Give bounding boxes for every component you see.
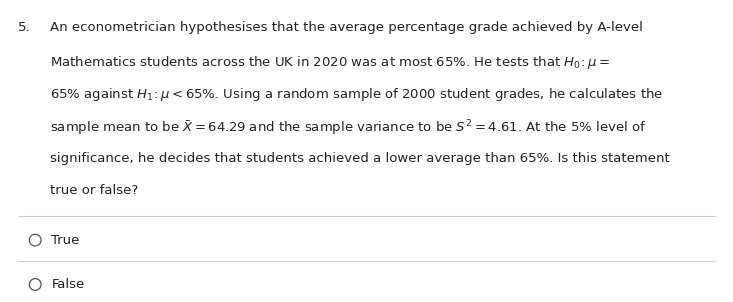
Text: significance, he decides that students achieved a lower average than 65%. Is thi: significance, he decides that students a… xyxy=(50,152,669,165)
Text: 65% against $H_1\!:\mu < 65\%$. Using a random sample of 2000 student grades, he: 65% against $H_1\!:\mu < 65\%$. Using a … xyxy=(50,86,663,103)
Text: 5.: 5. xyxy=(18,21,31,34)
Text: An econometrician hypothesises that the average percentage grade achieved by A-l: An econometrician hypothesises that the … xyxy=(50,21,643,34)
Text: True: True xyxy=(51,233,80,247)
Text: False: False xyxy=(51,278,84,291)
Text: true or false?: true or false? xyxy=(50,184,138,197)
Text: Mathematics students across the UK in 2020 was at most 65%. He tests that $H_0\!: Mathematics students across the UK in 20… xyxy=(50,54,610,71)
Text: sample mean to be $\bar{X}=64.29$ and the sample variance to be $S^2=4.61$. At t: sample mean to be $\bar{X}=64.29$ and th… xyxy=(50,119,646,138)
